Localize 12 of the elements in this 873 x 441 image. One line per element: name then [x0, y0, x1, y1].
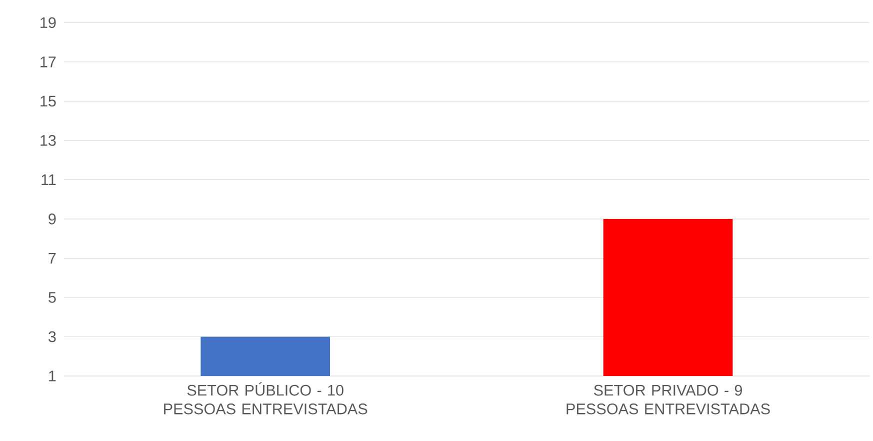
- y-tick-label: 19: [40, 17, 56, 28]
- x-tick-label: SETOR PÚBLICO - 10 PESSOAS ENTREVISTADAS: [164, 382, 368, 414]
- y-tick-label: 3: [48, 331, 56, 342]
- y-tick-label: 1: [49, 370, 56, 382]
- y-tick-label: 9: [48, 214, 56, 224]
- x-tick-label: SETOR PRIVADO - 9 PESSOAS ENTREVISTADAS: [566, 384, 770, 414]
- y-tick-label: 11: [42, 174, 56, 185]
- y-tick-label: 13: [40, 135, 56, 146]
- y-tick-label: 7: [48, 252, 56, 264]
- y-tick-label: 15: [40, 96, 56, 107]
- y-tick-label: 17: [40, 56, 56, 68]
- y-tick-label: 5: [48, 292, 56, 303]
